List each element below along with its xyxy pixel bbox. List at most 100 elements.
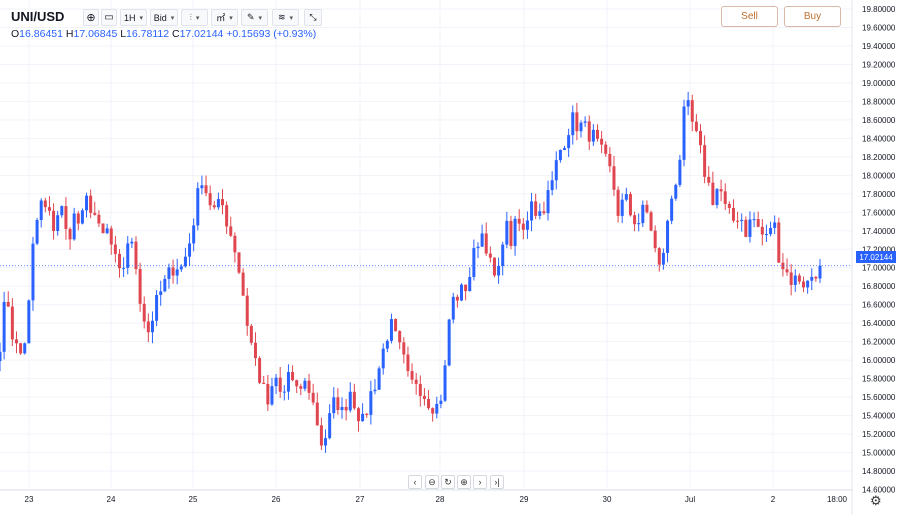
candle-body	[299, 386, 303, 389]
candle-body	[221, 199, 225, 206]
candle-body	[204, 185, 208, 194]
x-tick-label: 2	[771, 495, 776, 504]
layers-button[interactable]: ≋ ▾	[272, 9, 299, 26]
scroll-right-button[interactable]: ›	[473, 475, 487, 489]
candle-body	[431, 408, 435, 414]
candle-body	[661, 252, 665, 265]
candle-body	[513, 218, 517, 246]
chevron-down-icon: ▾	[258, 14, 263, 22]
drawing-tools-button[interactable]: ✎ ▾	[241, 9, 268, 26]
candle-body	[212, 205, 216, 208]
candle-body	[699, 130, 703, 146]
symbol-title[interactable]: UNI/USD	[11, 9, 65, 24]
candle-body	[484, 233, 488, 254]
candle-body	[550, 180, 554, 191]
y-tick-label: 19.60000	[862, 23, 896, 32]
candle-body	[723, 191, 727, 204]
candle-body	[451, 296, 455, 320]
candle-body	[179, 266, 183, 270]
y-tick-label: 16.60000	[862, 301, 896, 310]
pencil-icon: ✎	[246, 12, 255, 22]
y-tick-label: 19.20000	[862, 60, 896, 69]
y-tick-label: 19.00000	[862, 79, 896, 88]
candle-body	[558, 149, 562, 161]
y-tick-label: 15.40000	[862, 412, 896, 421]
candle-body	[439, 400, 443, 404]
scroll-to-end-button[interactable]: ›|	[490, 475, 504, 489]
candle-body	[472, 248, 476, 277]
candle-body	[270, 386, 274, 405]
candle-body	[117, 253, 121, 269]
candle-body	[105, 228, 109, 234]
y-tick-label: 16.40000	[862, 319, 896, 328]
y-tick-label: 18.20000	[862, 153, 896, 162]
candle-body	[278, 377, 282, 392]
chevron-down-icon: ▾	[229, 14, 233, 22]
candle-body	[670, 198, 674, 221]
candle-body	[620, 199, 624, 216]
candle-body	[480, 233, 484, 247]
timeframe-select[interactable]: 1H ▾	[120, 9, 147, 26]
candle-body	[344, 406, 348, 411]
candle-body	[31, 243, 35, 301]
candle-body	[653, 230, 657, 249]
y-tick-label: 18.00000	[862, 171, 896, 180]
gear-icon[interactable]: ⚙	[870, 493, 882, 508]
high-label: H	[65, 28, 74, 40]
candles-icon: ⫶	[189, 12, 192, 22]
chart-type-select[interactable]: ⫶ ▾	[181, 9, 208, 26]
candle-body	[282, 391, 286, 393]
candle-body	[307, 380, 311, 393]
sell-button[interactable]: Sell	[721, 6, 778, 27]
candle-body	[340, 406, 344, 411]
candle-body	[381, 348, 385, 369]
scroll-left-button[interactable]: ‹	[408, 475, 422, 489]
candle-body	[183, 256, 187, 267]
zoom-out-button[interactable]: ⊖	[425, 475, 439, 489]
indicators-button[interactable]: ㎡ ▾	[211, 9, 238, 26]
chevron-left-icon: ‹	[413, 477, 417, 487]
candle-body	[60, 206, 64, 216]
candle-body	[542, 211, 546, 214]
candle-body	[476, 246, 480, 249]
add-symbol-button[interactable]: ⊕	[83, 9, 99, 26]
candle-body	[369, 391, 373, 415]
candle-body	[616, 189, 620, 216]
candle-body	[225, 205, 229, 227]
price-type-select[interactable]: Bid ▾	[150, 9, 178, 26]
candle-body	[740, 219, 744, 222]
fullscreen-button[interactable]: ⤡	[304, 9, 322, 26]
candle-body	[315, 402, 319, 426]
candle-body	[579, 122, 583, 132]
candle-body	[39, 200, 43, 221]
zoom-in-button[interactable]: ⊕	[457, 475, 471, 489]
candle-body	[657, 248, 661, 265]
candle-body	[262, 382, 266, 384]
screen-button[interactable]: ▭	[101, 9, 117, 26]
collapse-icon: ⤡	[309, 12, 317, 22]
candle-body	[534, 201, 538, 216]
candle-body	[398, 331, 402, 343]
candle-body	[571, 112, 575, 136]
candle-body	[138, 269, 142, 304]
x-tick-label: Jul	[685, 495, 695, 504]
candle-body	[546, 190, 550, 214]
close-label: C	[171, 28, 180, 40]
candle-body	[752, 219, 756, 221]
candle-body	[707, 176, 711, 183]
candle-body	[785, 269, 789, 273]
candle-body	[525, 220, 529, 230]
monitor-icon: ▭	[104, 12, 114, 23]
candle-body	[319, 425, 323, 446]
candle-body	[633, 215, 637, 225]
candle-body	[748, 219, 752, 237]
candle-body	[192, 225, 196, 244]
y-tick-label: 14.60000	[862, 486, 896, 495]
candle-body	[744, 219, 748, 237]
reset-chart-button[interactable]: ↻	[441, 475, 455, 489]
y-tick-label: 18.60000	[862, 116, 896, 125]
candle-body	[109, 228, 113, 245]
candle-body	[208, 193, 212, 206]
buy-button[interactable]: Buy	[784, 6, 841, 27]
